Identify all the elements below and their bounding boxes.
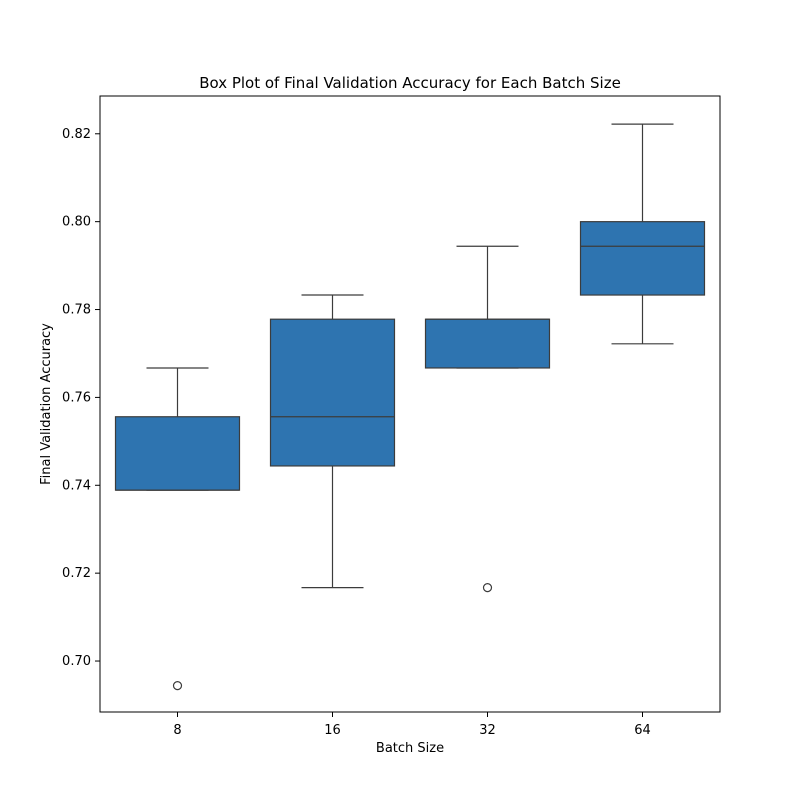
chart-title: Box Plot of Final Validation Accuracy fo…	[199, 74, 621, 92]
x-tick-label: 64	[634, 723, 651, 738]
outlier-point	[482, 583, 493, 593]
x-tick-label: 8	[173, 723, 181, 738]
y-axis-label: Final Validation Accuracy	[39, 323, 54, 485]
plot-area: 0.70 0.72 0.74 0.76 0.78 0.80 0.82 8 16 32 64	[62, 123, 706, 738]
box-iqr	[114, 416, 241, 491]
y-tick-label: 0.70	[62, 654, 91, 669]
box-iqr	[424, 318, 551, 369]
plot-frame	[99, 95, 721, 713]
y-tick-label: 0.82	[62, 127, 91, 142]
box-iqr	[269, 318, 396, 467]
y-tick-label: 0.80	[62, 215, 91, 230]
y-tick-label: 0.72	[62, 566, 91, 581]
x-tick-label: 32	[479, 723, 496, 738]
y-tick-label: 0.76	[62, 390, 91, 405]
outlier-point	[172, 681, 183, 691]
box-iqr	[579, 221, 706, 296]
y-tick-label: 0.74	[62, 478, 91, 493]
x-tick-label: 16	[324, 723, 341, 738]
y-tick-label: 0.78	[62, 303, 91, 318]
x-axis-label: Batch Size	[376, 741, 444, 756]
